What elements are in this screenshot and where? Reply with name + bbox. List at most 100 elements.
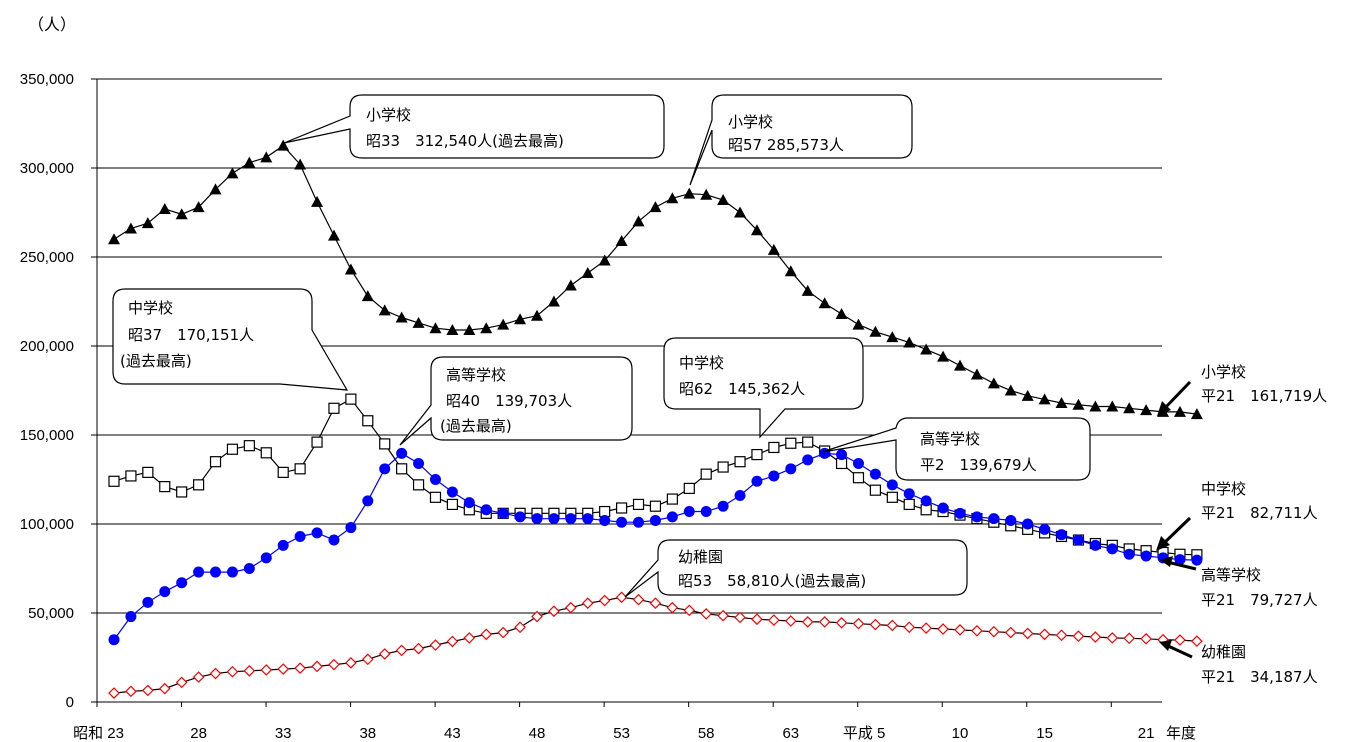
data-point-circle — [226, 566, 238, 578]
data-point-triangle — [1021, 389, 1034, 401]
data-point-diamond — [1055, 629, 1068, 642]
data-point-triangle — [1106, 400, 1119, 412]
data-point-diamond — [1089, 631, 1102, 643]
data-point-triangle — [852, 318, 865, 330]
data-point-diamond — [801, 616, 814, 628]
callout-line-2: 昭33 312,540人(過去最高) — [366, 132, 564, 150]
data-point-square — [328, 402, 340, 414]
data-point-circle — [649, 514, 661, 526]
data-point-diamond — [835, 616, 848, 629]
data-point-circle — [683, 506, 695, 518]
data-point-diamond — [548, 605, 560, 618]
end-label-line-1: 小学校 — [1201, 363, 1246, 381]
data-point-circle — [142, 596, 154, 608]
data-point-square — [311, 436, 323, 448]
data-point-diamond — [1191, 635, 1203, 647]
data-point-square — [768, 441, 780, 454]
series-line — [113, 596, 1197, 694]
callout-jhs-peak: 中学校 昭37 170,151人 (過去最高) — [112, 288, 349, 391]
data-point-circle — [1005, 514, 1017, 526]
data-point-square — [869, 484, 882, 496]
data-point-square — [209, 456, 222, 468]
data-point-circle — [1123, 548, 1135, 560]
data-point-diamond — [564, 601, 577, 614]
data-point-diamond — [1174, 634, 1186, 646]
data-point-diamond — [700, 608, 713, 620]
data-point-circle — [785, 463, 797, 475]
data-point-square — [260, 447, 272, 459]
x-tick-label: 10 — [952, 725, 969, 742]
data-point-square — [412, 479, 425, 491]
data-point-diamond — [531, 610, 543, 623]
data-point-circle — [193, 566, 205, 578]
data-point-circle — [988, 513, 1000, 525]
data-point-triangle — [987, 377, 1000, 389]
data-point-diamond — [768, 614, 780, 626]
data-point-triangle — [954, 359, 966, 371]
data-point-square — [886, 491, 898, 503]
series-1 — [108, 139, 1203, 420]
callout-elem-peak: 小学校 昭33 312,540人(過去最高) — [283, 94, 665, 159]
data-point-circle — [937, 502, 949, 514]
x-tick-label: 48 — [529, 725, 546, 742]
data-point-triangle — [124, 222, 137, 234]
data-point-triangle — [327, 229, 340, 241]
y-tick-label: 350,000 — [20, 71, 74, 88]
data-point-square — [802, 436, 814, 448]
data-point-triangle — [1038, 393, 1051, 405]
data-point-square — [362, 415, 374, 427]
data-point-diamond — [734, 611, 746, 624]
data-point-triangle — [395, 311, 408, 323]
data-point-diamond — [1072, 630, 1085, 642]
data-point-circle — [125, 611, 137, 623]
arrow-line — [1161, 380, 1192, 412]
end-label-line-2: 平21 82,711人 — [1201, 504, 1318, 522]
data-point-triangle — [801, 284, 814, 296]
data-point-circle — [633, 516, 645, 528]
data-point-diamond — [920, 622, 933, 634]
data-point-triangle — [784, 265, 797, 277]
data-point-triangle — [277, 139, 290, 151]
data-point-diamond — [260, 664, 273, 676]
data-point-diamond — [345, 656, 357, 669]
data-point-triangle — [717, 194, 730, 206]
data-point-triangle — [750, 224, 763, 236]
data-point-square — [632, 498, 645, 511]
data-point-circle — [717, 500, 729, 512]
data-point-diamond — [378, 648, 391, 660]
data-point-diamond — [666, 601, 679, 614]
data-point-circle — [379, 463, 391, 475]
data-point-diamond — [971, 624, 983, 637]
data-point-square — [615, 502, 628, 514]
data-point-diamond — [954, 624, 966, 636]
x-tick-label: 58 — [698, 725, 715, 742]
data-point-circle — [260, 552, 272, 564]
data-point-circle — [396, 447, 408, 459]
data-point-circle — [480, 504, 492, 516]
data-point-triangle — [1089, 400, 1102, 412]
data-point-triangle — [1004, 384, 1017, 396]
callout-kg-peak: 幼稚園 昭53 58,810人(過去最高) — [624, 539, 968, 598]
data-point-diamond — [158, 682, 171, 695]
data-point-diamond — [395, 644, 408, 657]
data-point-diamond — [429, 639, 442, 651]
data-point-triangle — [429, 322, 442, 334]
callout-bubble — [283, 94, 665, 159]
callout-hs-peak2: 高等学校 平2 139,679人 — [821, 417, 1091, 481]
callout-line-3: (過去最高) — [440, 417, 512, 435]
data-point-circle — [108, 634, 120, 646]
data-point-triangle — [209, 183, 222, 195]
data-point-diamond — [1021, 627, 1034, 640]
series-4 — [108, 591, 1203, 699]
data-point-diamond — [581, 597, 594, 610]
x-tick-label: 15 — [1036, 725, 1053, 742]
data-point-triangle — [649, 201, 662, 213]
data-point-circle — [514, 511, 526, 523]
data-point-circle — [751, 475, 763, 487]
data-point-triangle — [632, 215, 645, 227]
end-label-kg: 幼稚園 平21 34,187人 — [1159, 640, 1318, 686]
data-point-triangle — [869, 325, 882, 337]
data-point-circle — [700, 506, 712, 518]
data-point-square — [125, 470, 137, 482]
y-tick-label: 0 — [66, 694, 74, 711]
